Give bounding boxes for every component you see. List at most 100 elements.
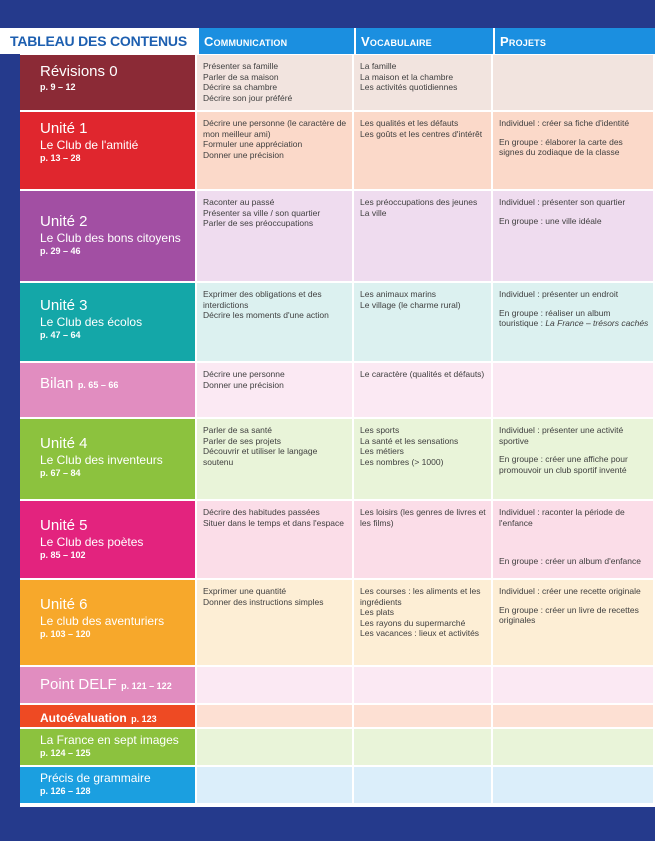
column-header-communication: Communication — [197, 28, 354, 54]
list-item: Les métiers — [360, 446, 404, 456]
cell-communication: Décrire des habitudes passées Situer dan… — [197, 501, 354, 578]
list-item: Présenter sa famille — [203, 61, 279, 71]
spacer — [499, 446, 649, 454]
row-pages: p. 121 – 122 — [121, 681, 172, 691]
row-subtitle: Le Club des poètes — [40, 535, 144, 549]
row-pages: p. 126 – 128 — [40, 786, 91, 796]
spacer — [499, 300, 649, 308]
cell-projets — [493, 55, 655, 110]
project-text: En groupe : réaliser un album touristiqu… — [499, 307, 611, 329]
spacer — [499, 597, 649, 605]
row-label[interactable]: Précis de grammaire p. 126 – 128 — [20, 767, 197, 803]
cell-vocabulaire: Le caractère (qualités et défauts) — [354, 363, 493, 417]
cell-projets: Individuel : créer une recette originale… — [493, 580, 655, 665]
row-title: Révisions 0 — [40, 63, 118, 80]
list-item: En groupe : une ville idéale — [499, 215, 602, 226]
row-subtitle: Le Club des bons citoyens — [40, 231, 181, 245]
list-item: La famille — [360, 61, 397, 71]
column-header-vocabulaire: Vocabulaire — [354, 28, 493, 54]
table-row: Unité 2 Le Club des bons citoyens p. 29 … — [20, 191, 655, 281]
list-item: Les préoccupations des jeunes — [360, 197, 478, 207]
row-title-line: Bilan p. 65 – 66 — [40, 375, 189, 393]
row-label[interactable]: Unité 2 Le Club des bons citoyens p. 29 … — [20, 191, 197, 281]
row-subtitle: Le Club des écolos — [40, 315, 143, 329]
cell-communication — [197, 705, 354, 727]
list-item: Les rayons du supermarché — [360, 617, 466, 628]
row-title: Unité 6 — [40, 596, 88, 613]
list-item: Décrire les moments d'une action — [203, 310, 329, 320]
list-item: Exprimer des obligations et des interdic… — [203, 289, 322, 310]
list-item: Individuel : présenter une activité spor… — [499, 425, 624, 446]
row-label[interactable]: Autoévaluation p. 123 — [20, 705, 197, 727]
row-pages: p. 124 – 125 — [40, 748, 91, 758]
row-title-line: Point DELF p. 121 – 122 — [40, 676, 189, 694]
list-item: Les sports — [360, 425, 400, 435]
cell-communication: Décrire une personne Donner une précisio… — [197, 363, 354, 417]
row-label[interactable]: Unité 1 Le Club de l'amitié p. 13 – 28 — [20, 112, 197, 189]
row-pages: p. 103 – 120 — [40, 629, 91, 639]
row-title: Point DELF — [40, 676, 117, 693]
column-headers: Communication Vocabulaire Projets — [197, 28, 655, 54]
table-row: Unité 1 Le Club de l'amitié p. 13 – 28 D… — [20, 112, 655, 189]
list-item: Les loisirs (les genres de livres et les… — [360, 507, 486, 528]
list-item: Individuel : créer sa fiche d'identité — [499, 118, 630, 128]
list-item: Découvrir et utiliser le langage soutenu — [203, 446, 318, 467]
list-item: Situer dans le temps et dans l'espace — [203, 517, 345, 528]
row-label[interactable]: Unité 6 Le club des aventuriers p. 103 –… — [20, 580, 197, 665]
cell-vocabulaire: Les loisirs (les genres de livres et les… — [354, 501, 493, 578]
cell-vocabulaire: Les courses : les aliments et les ingréd… — [354, 580, 493, 665]
cell-projets: Individuel : présenter son quartier En g… — [493, 191, 655, 281]
list-item: La ville — [360, 207, 387, 218]
title-band — [0, 28, 197, 54]
row-title: Unité 3 — [40, 297, 88, 314]
row-pages: p. 67 – 84 — [40, 468, 81, 478]
row-title: Bilan — [40, 375, 74, 392]
table-row: Point DELF p. 121 – 122 — [20, 667, 655, 703]
row-title: Précis de grammaire — [40, 771, 151, 785]
cell-vocabulaire: Les préoccupations des jeunes La ville — [354, 191, 493, 281]
table-row: La France en sept images p. 124 – 125 — [20, 729, 655, 765]
list-item: Les goûts et les centres d'intérêt — [360, 128, 483, 139]
list-item: Formuler une appréciation — [203, 139, 303, 149]
list-item: En groupe : créer un album d'enfance — [499, 556, 641, 566]
cell-projets — [493, 705, 655, 727]
list-item: Donner une précision — [203, 149, 284, 160]
row-label[interactable]: Révisions 0 p. 9 – 12 — [20, 55, 197, 110]
row-pages: p. 123 — [131, 714, 157, 724]
spacer — [499, 208, 649, 216]
cell-vocabulaire: Les sports La santé et les sensations Le… — [354, 419, 493, 499]
cell-communication — [197, 667, 354, 703]
project-title: La France – trésors cachés — [545, 318, 649, 328]
row-label[interactable]: Unité 3 Le Club des écolos p. 47 – 64 — [20, 283, 197, 361]
list-item: Les nombres (> 1000) — [360, 456, 444, 467]
row-label[interactable]: Bilan p. 65 – 66 — [20, 363, 197, 417]
row-title: Autoévaluation — [40, 711, 127, 725]
row-label[interactable]: La France en sept images p. 124 – 125 — [20, 729, 197, 765]
cell-vocabulaire — [354, 667, 493, 703]
list-item: Le caractère (qualités et défauts) — [360, 369, 485, 379]
list-item: Décrire une personne (le caractère de mo… — [203, 118, 347, 139]
row-pages: p. 9 – 12 — [40, 82, 76, 92]
list-item: Parler de sa maison — [203, 71, 279, 82]
row-label[interactable]: Unité 5 Le Club des poètes p. 85 – 102 — [20, 501, 197, 578]
cell-vocabulaire — [354, 705, 493, 727]
table-row: Unité 5 Le Club des poètes p. 85 – 102 D… — [20, 501, 655, 578]
list-item: Décrire sa chambre — [203, 82, 278, 92]
cell-communication: Décrire une personne (le caractère de mo… — [197, 112, 354, 189]
row-title: La France en sept images — [40, 733, 179, 747]
list-item: Parler de ses préoccupations — [203, 218, 314, 228]
row-subtitle: Le Club des inventeurs — [40, 453, 163, 467]
table-row: Bilan p. 65 – 66 Décrire une personne Do… — [20, 363, 655, 417]
cell-vocabulaire: La famille La maison et la chambre Les a… — [354, 55, 493, 110]
list-item: En groupe : élaborer la carte des signes… — [499, 136, 623, 158]
row-label[interactable]: Point DELF p. 121 – 122 — [20, 667, 197, 703]
cell-projets: Individuel : créer sa fiche d'identité E… — [493, 112, 655, 189]
list-item: En groupe : créer un livre de recettes o… — [499, 604, 639, 626]
row-label[interactable]: Unité 4 Le Club des inventeurs p. 67 – 8… — [20, 419, 197, 499]
list-item: Décrire des habitudes passées — [203, 507, 320, 517]
cell-communication — [197, 729, 354, 765]
list-item: Les vacances : lieux et activités — [360, 628, 480, 638]
list-item: Les plats — [360, 607, 395, 617]
page-title: TABLEAU DES CONTENUS — [10, 33, 187, 49]
list-item: En groupe : créer une affiche pour promo… — [499, 454, 628, 475]
